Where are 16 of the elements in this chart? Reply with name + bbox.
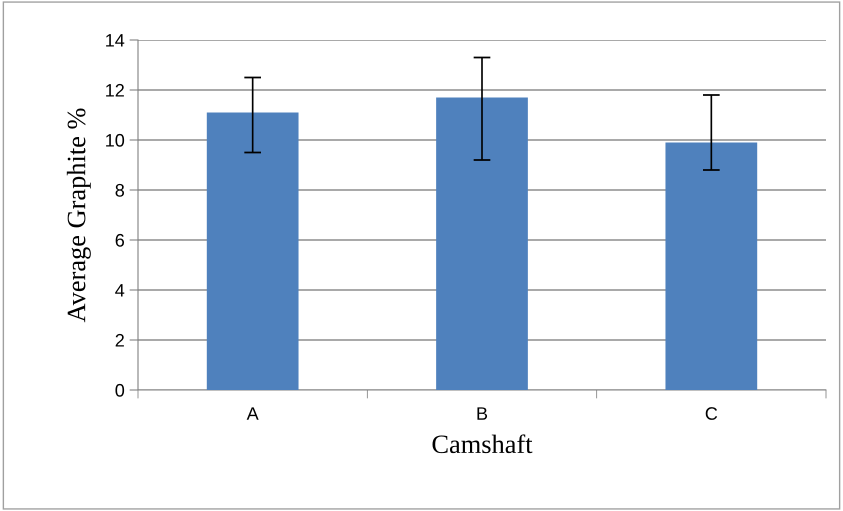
y-tick-label: 0 bbox=[115, 384, 124, 397]
y-tick-label: 2 bbox=[116, 334, 124, 347]
y-tick-label: 12 bbox=[106, 84, 124, 97]
bar bbox=[436, 98, 528, 390]
bar bbox=[206, 112, 299, 390]
bar bbox=[665, 142, 758, 390]
y-tick-label: 4 bbox=[115, 284, 124, 297]
y-axis-title: Average Graphite % bbox=[66, 108, 91, 322]
x-tick-label: B bbox=[477, 407, 488, 420]
x-tick-label: C bbox=[706, 407, 718, 420]
y-tick-label: 8 bbox=[116, 184, 124, 197]
x-tick-label: A bbox=[246, 407, 259, 420]
y-tick-label: 10 bbox=[106, 134, 124, 147]
y-tick-label: 14 bbox=[106, 34, 124, 47]
y-tick-label: 6 bbox=[116, 234, 124, 247]
x-axis-title: Camshaft bbox=[432, 434, 532, 454]
